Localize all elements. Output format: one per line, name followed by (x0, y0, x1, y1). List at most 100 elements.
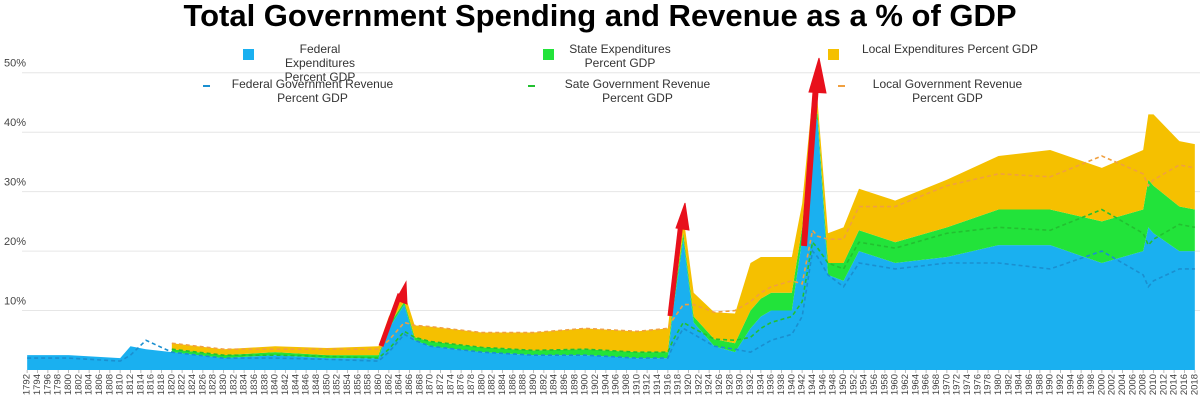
x-tick-label: 1930 (735, 374, 746, 395)
x-tick-label: 1918 (673, 374, 684, 395)
y-tick-label: 40% (4, 117, 26, 129)
legend-marker (828, 49, 839, 60)
x-tick-label: 1914 (652, 374, 663, 395)
x-tick-label: 1892 (538, 374, 549, 395)
x-tick-label: 1954 (859, 374, 870, 395)
x-tick-label: 1806 (94, 374, 105, 395)
legend-label: Federal Government Revenue Percent GDP (231, 77, 394, 105)
x-tick-label: 1822 (177, 374, 188, 395)
x-tick-label: 1890 (528, 374, 539, 395)
x-tick-label: 1936 (766, 374, 777, 395)
x-tick-label: 1902 (590, 374, 601, 395)
x-tick-label: 1916 (662, 374, 673, 395)
legend-label: Local Expenditures Percent GDP (861, 42, 1039, 56)
x-tick-label: 2016 (1179, 374, 1190, 395)
x-tick-label: 1898 (569, 374, 580, 395)
line (171, 155, 1195, 350)
line (171, 208, 1195, 359)
x-tick-label: 1908 (621, 374, 632, 395)
x-tick-label: 1944 (807, 374, 818, 395)
x-tick-label: 1912 (642, 374, 653, 395)
x-tick-label: 1872 (435, 374, 446, 395)
legend-label: Federal Expenditures Percent GDP (284, 42, 356, 84)
x-tick-label: 1868 (414, 374, 425, 395)
x-tick-label: 1958 (879, 374, 890, 395)
x-tick-label: 1988 (1034, 374, 1045, 395)
x-tick-label: 2002 (1107, 374, 1118, 395)
x-tick-label: 1976 (972, 374, 983, 395)
x-tick-label: 1826 (197, 374, 208, 395)
x-tick-label: 1968 (931, 374, 942, 395)
x-tick-label: 1878 (466, 374, 477, 395)
x-tick-label: 1820 (166, 374, 177, 395)
x-tick-label: 1866 (404, 374, 415, 395)
x-tick-label: 1948 (828, 374, 839, 395)
x-tick-label: 1950 (838, 374, 849, 395)
arrow (378, 293, 403, 347)
x-tick-label: 1858 (363, 374, 374, 395)
x-tick-label: 1870 (425, 374, 436, 395)
x-tick-label: 1836 (249, 374, 260, 395)
x-tick-label: 2014 (1169, 374, 1180, 395)
x-tick-label: 1964 (910, 374, 921, 395)
x-tick-label: 1840 (270, 374, 281, 395)
x-tick-label: 1996 (1076, 374, 1087, 395)
chart-title: Total Government Spending and Revenue as… (183, 0, 1016, 33)
x-tick-label: 1992 (1055, 374, 1066, 395)
x-tick-label: 1904 (600, 374, 611, 395)
x-tick-label: 1920 (683, 374, 694, 395)
x-tick-label: 1798 (53, 374, 64, 395)
x-tick-label: 1800 (63, 374, 74, 395)
x-tick-label: 1824 (187, 374, 198, 395)
x-tick-label: 1808 (104, 374, 115, 395)
x-tick-label: 1888 (518, 374, 529, 395)
x-tick-label: 2012 (1158, 374, 1169, 395)
x-tick-label: 1942 (797, 374, 808, 395)
legend-marker (543, 49, 554, 60)
x-tick-label: 1966 (921, 374, 932, 395)
x-tick-label: 1922 (693, 374, 704, 395)
x-tick-label: 1876 (456, 374, 467, 395)
x-tick-label: 1834 (239, 374, 250, 395)
x-tick-label: 1802 (73, 374, 84, 395)
x-tick-label: 1886 (507, 374, 518, 395)
x-tick-label: 1978 (983, 374, 994, 395)
x-tick-label: 1924 (704, 374, 715, 395)
x-tick-label: 1990 (1045, 374, 1056, 395)
x-tick-label: 1848 (311, 374, 322, 395)
x-tick-label: 1926 (714, 374, 725, 395)
x-axis: 1792 1794 1796 1798 1800 1802 1804 1806 1808 1810… (22, 370, 1200, 395)
x-tick-label: 1860 (373, 374, 384, 395)
legend-marker (838, 85, 845, 87)
legend-label: Local Government Revenue Percent GDP (872, 77, 1023, 105)
arrow-head (808, 57, 827, 94)
x-tick-label: 1910 (631, 374, 642, 395)
x-tick-label: 1804 (84, 374, 95, 395)
x-tick-label: 1850 (321, 374, 332, 395)
x-tick-label: 1994 (1065, 374, 1076, 395)
x-tick-label: 1862 (383, 374, 394, 395)
x-tick-label: 1880 (476, 374, 487, 395)
lines (27, 155, 1195, 362)
area (27, 114, 1195, 370)
x-tick-label: 1828 (208, 374, 219, 395)
x-tick-label: 1810 (115, 374, 126, 395)
arrow-head (395, 280, 408, 305)
x-tick-label: 1794 (32, 374, 43, 395)
x-tick-label: 1960 (890, 374, 901, 395)
x-tick-label: 1934 (755, 374, 766, 395)
x-tick-label: 1796 (42, 374, 53, 395)
x-tick-label: 1838 (259, 374, 270, 395)
x-tick-label: 1882 (487, 374, 498, 395)
line (27, 249, 1195, 362)
x-tick-label: 1830 (218, 374, 229, 395)
x-tick-label: 1974 (962, 374, 973, 395)
x-tick-label: 1970 (941, 374, 952, 395)
x-tick-label: 1986 (1024, 374, 1035, 395)
x-tick-label: 1962 (900, 374, 911, 395)
arrow-head (675, 202, 690, 231)
x-tick-label: 1900 (580, 374, 591, 395)
x-tick-label: 1864 (394, 374, 405, 395)
x-tick-label: 1832 (228, 374, 239, 395)
